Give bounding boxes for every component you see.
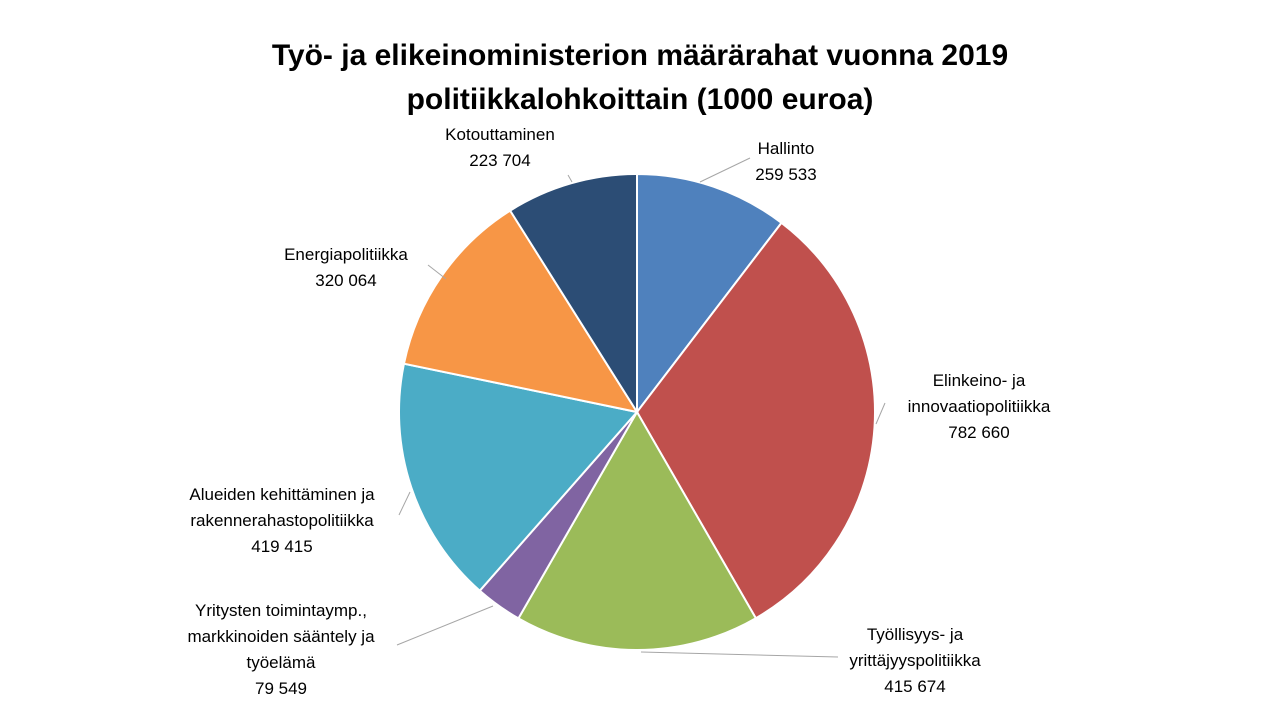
leader-line-5 <box>427 264 447 280</box>
chart-title-line-2: politiikkalohkoittain (1000 euroa) <box>406 83 874 116</box>
data-label-2-name-line-0: Työllisyys- ja <box>867 625 964 644</box>
leader-line-3 <box>396 605 494 646</box>
pie-slices <box>398 172 876 652</box>
data-label-0: Hallinto 259 533 <box>755 139 816 184</box>
data-label-3-name-line-0: Yritysten toimintaymp., <box>195 601 367 620</box>
data-label-3-name-line-2: työelämä <box>247 653 317 672</box>
pie-slice-2 <box>517 409 758 652</box>
data-label-6-name-line-0: Kotouttaminen <box>445 125 555 144</box>
leader-line-6 <box>567 174 573 183</box>
leader-line-0 <box>699 157 751 183</box>
data-label-4-name-line-0: Alueiden kehittäminen ja <box>189 485 375 504</box>
leader-line-1 <box>875 402 886 425</box>
chart-title-line-1: Työ- ja elikeinoministerion määrärahat v… <box>271 39 1009 72</box>
data-label-1-name-line-0: Elinkeino- ja <box>933 371 1026 390</box>
data-label-5-name-line-0: Energiapolitiikka <box>284 245 408 264</box>
leader-line-2 <box>640 651 839 658</box>
data-label-1-value: 782 660 <box>948 423 1009 442</box>
pie-slice-6 <box>508 172 638 416</box>
data-label-2-value: 415 674 <box>884 677 945 696</box>
data-label-5: Energiapolitiikka 320 064 <box>284 245 408 290</box>
chart-title: Työ- ja elikeinoministerion määrärahat v… <box>0 34 1280 122</box>
pie-slice-1 <box>635 221 876 620</box>
data-label-3-name-line-1: markkinoiden sääntely ja <box>187 627 375 646</box>
pie-slice-5 <box>402 209 640 414</box>
data-label-4-value: 419 415 <box>251 537 312 556</box>
data-label-2-name-line-1: yrittäjyyspolitiikka <box>849 651 981 670</box>
data-label-1-name-line-1: innovaatiopolitiikka <box>908 397 1051 416</box>
data-label-4: Alueiden kehittäminen ja rakennerahastopo… <box>189 485 375 556</box>
data-label-0-value: 259 533 <box>755 165 816 184</box>
leader-line-4 <box>398 491 411 516</box>
data-label-1: Elinkeino- ja innovaatiopolitiikka 782 660 <box>908 371 1051 442</box>
data-label-2: Työllisyys- ja yrittäjyyspolitiikka 415 67… <box>849 625 981 696</box>
pie-slice-0 <box>636 172 783 415</box>
pie-leader-lines <box>396 157 886 658</box>
data-label-3-value: 79 549 <box>255 679 307 698</box>
data-label-6-value: 223 704 <box>469 151 530 170</box>
data-label-4-name-line-1: rakennerahastopolitiikka <box>190 511 374 530</box>
data-label-5-value: 320 064 <box>315 271 376 290</box>
data-label-6: Kotouttaminen 223 704 <box>445 125 555 170</box>
data-label-3: Yritysten toimintaymp., markkinoiden sään… <box>187 601 375 698</box>
data-label-0-name-line-0: Hallinto <box>758 139 815 158</box>
pie-data-labels: Hallinto 259 533 Elinkeino- ja innovaatiopo… <box>187 125 1050 698</box>
pie-slice-4 <box>398 362 639 593</box>
